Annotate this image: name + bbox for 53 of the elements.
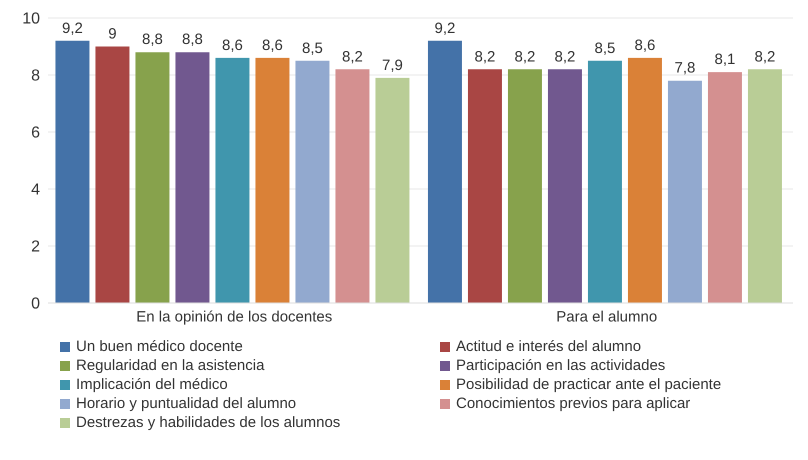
x-tick-label: En la opinión de los docentes [136,308,332,326]
data-label: 8,5 [302,40,323,57]
y-tick-label: 8 [31,68,40,85]
legend-label: Un buen médico docente [76,338,243,355]
legend-label: Posibilidad de practicar ante el paciente [456,376,722,393]
data-label: 8,2 [342,48,363,66]
bar [748,69,782,303]
y-tick-label: 4 [31,182,40,199]
bar [375,78,410,303]
legend-label: Horario y puntualidad del alumno [76,395,296,412]
legend-label: Implicación del médico [76,376,228,393]
y-tick-label: 10 [22,10,40,28]
bar [708,72,742,303]
y-tick-label: 2 [31,238,40,256]
bar [508,69,542,303]
data-label: 7,9 [382,56,403,74]
data-label: 8,6 [222,36,243,54]
legend-label: Regularidad en la asistencia [76,357,264,374]
data-label: 8,1 [714,51,736,68]
bar [255,58,290,303]
legend-label: Participación en las actividades [456,357,666,374]
bar [548,69,582,303]
bar [95,46,130,303]
data-label: 9 [108,26,117,42]
bar [175,52,210,303]
data-label: 9,2 [62,20,83,37]
data-label: 7,8 [674,60,696,77]
data-label: 8,6 [634,36,656,54]
legend-label: Actitud e interés del alumno [456,338,642,355]
bar [628,58,662,303]
bar [588,60,622,303]
bar [215,58,250,303]
y-tick-label: 0 [31,296,40,313]
bar [295,60,330,303]
y-tick-label: 6 [31,124,40,142]
data-label: 8,5 [594,40,616,57]
data-label: 8,2 [754,48,776,66]
bar [135,52,170,303]
bar [468,69,502,303]
data-label: 8,2 [514,48,536,66]
data-label: 8,2 [474,48,496,66]
data-label: 8,6 [262,36,283,54]
data-label: 8,2 [554,48,576,66]
data-label: 8,8 [182,31,203,48]
bar [428,40,462,303]
legend-label: Destrezas y habilidades de los alumnos [76,414,340,431]
bar [55,40,90,303]
bar [668,80,702,303]
bar [335,69,370,303]
legend-label: Conocimientos previos para aplicar [456,395,690,412]
data-label: 8,8 [142,31,163,48]
data-label: 9,2 [434,20,456,37]
x-tick-label: Para el alumno [556,308,658,326]
